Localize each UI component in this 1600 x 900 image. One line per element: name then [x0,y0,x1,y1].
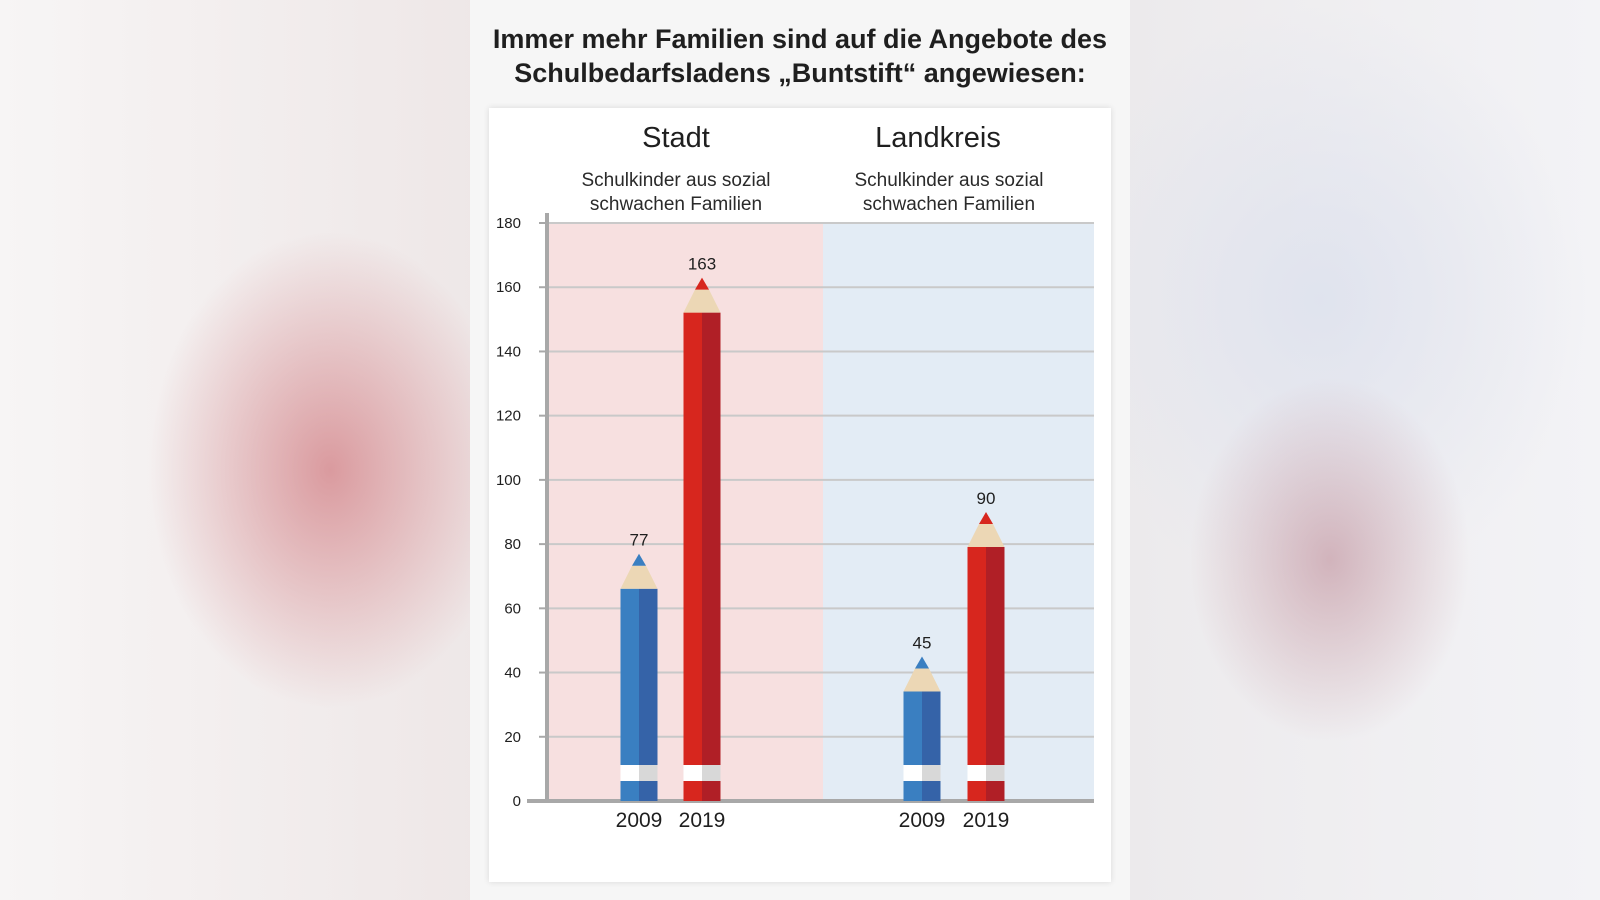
pencil-body-right [986,547,1005,801]
pencil-body-left [967,547,986,801]
y-tick-label: 180 [496,215,521,232]
chart-title-line-1: Immer mehr Familien sind auf die Angebot… [492,24,1108,54]
pencil-band-shade [639,765,658,781]
y-tick-label: 40 [504,665,521,682]
landkreis-subtitle-line-2: schwachen Familien [863,194,1035,215]
landkreis-background [823,223,1094,801]
pencil-body-right [922,691,941,801]
pencil-body-left [683,312,702,801]
x-category-label: 2009 [899,809,946,832]
y-tick-label: 0 [513,793,521,810]
pencil-bar: 77 2009 [616,531,663,832]
pencil-body-right [702,312,721,801]
pencil-band-shade [922,765,941,781]
pencil-bars: 77 2009 163 2019 45 2009 90 2019 [616,255,1010,832]
pencil-band-shade [702,765,721,781]
landkreis-title: Landkreis [875,122,1001,154]
pencil-body-left [903,691,922,801]
pencil-body-left [620,588,639,801]
value-label: 163 [688,255,716,274]
value-label: 77 [630,531,649,550]
pencil-wood-tip [620,565,658,589]
y-tick-label: 160 [496,279,521,296]
y-tick-label: 140 [496,343,521,360]
x-category-label: 2009 [616,809,663,832]
pencil-wood-tip [903,668,941,692]
pencil-lead-tip [915,656,929,669]
stadt-subtitle-line-2: schwachen Familien [590,194,762,215]
y-tick-label: 100 [496,472,521,489]
chart-title-line-2: Schulbedarfsladens „Buntstift“ angewiese… [514,58,1086,88]
pencil-lead-tip [632,553,646,566]
y-tick-label: 80 [504,536,521,553]
pencil-wood-tip [683,289,721,313]
value-label: 45 [913,634,932,653]
pencil-lead-tip [979,512,993,524]
stadt-title: Stadt [642,122,710,154]
pencil-band-shade [986,765,1005,781]
x-category-label: 2019 [679,809,726,832]
y-tick-label: 20 [504,729,521,746]
stadt-subtitle-line-1: Schulkinder aus sozial [581,170,770,191]
y-tick-label: 60 [504,600,521,617]
pencil-body-right [639,588,658,801]
value-label: 90 [977,489,996,508]
y-axis-ticks: 0 20 40 60 80 100 120 140 160 180 [496,215,547,810]
pencil-bar: 45 2009 [899,634,946,833]
x-category-label: 2019 [963,809,1010,832]
y-tick-label: 120 [496,408,521,425]
pencil-lead-tip [695,277,709,290]
pencil-bar: 90 2019 [963,489,1010,832]
pencil-wood-tip [967,524,1005,547]
chart-title: Immer mehr Familien sind auf die Angebot… [470,22,1130,90]
landkreis-subtitle-line-1: Schulkinder aus sozial [854,170,1043,191]
pencil-bar: 163 2019 [679,255,726,832]
